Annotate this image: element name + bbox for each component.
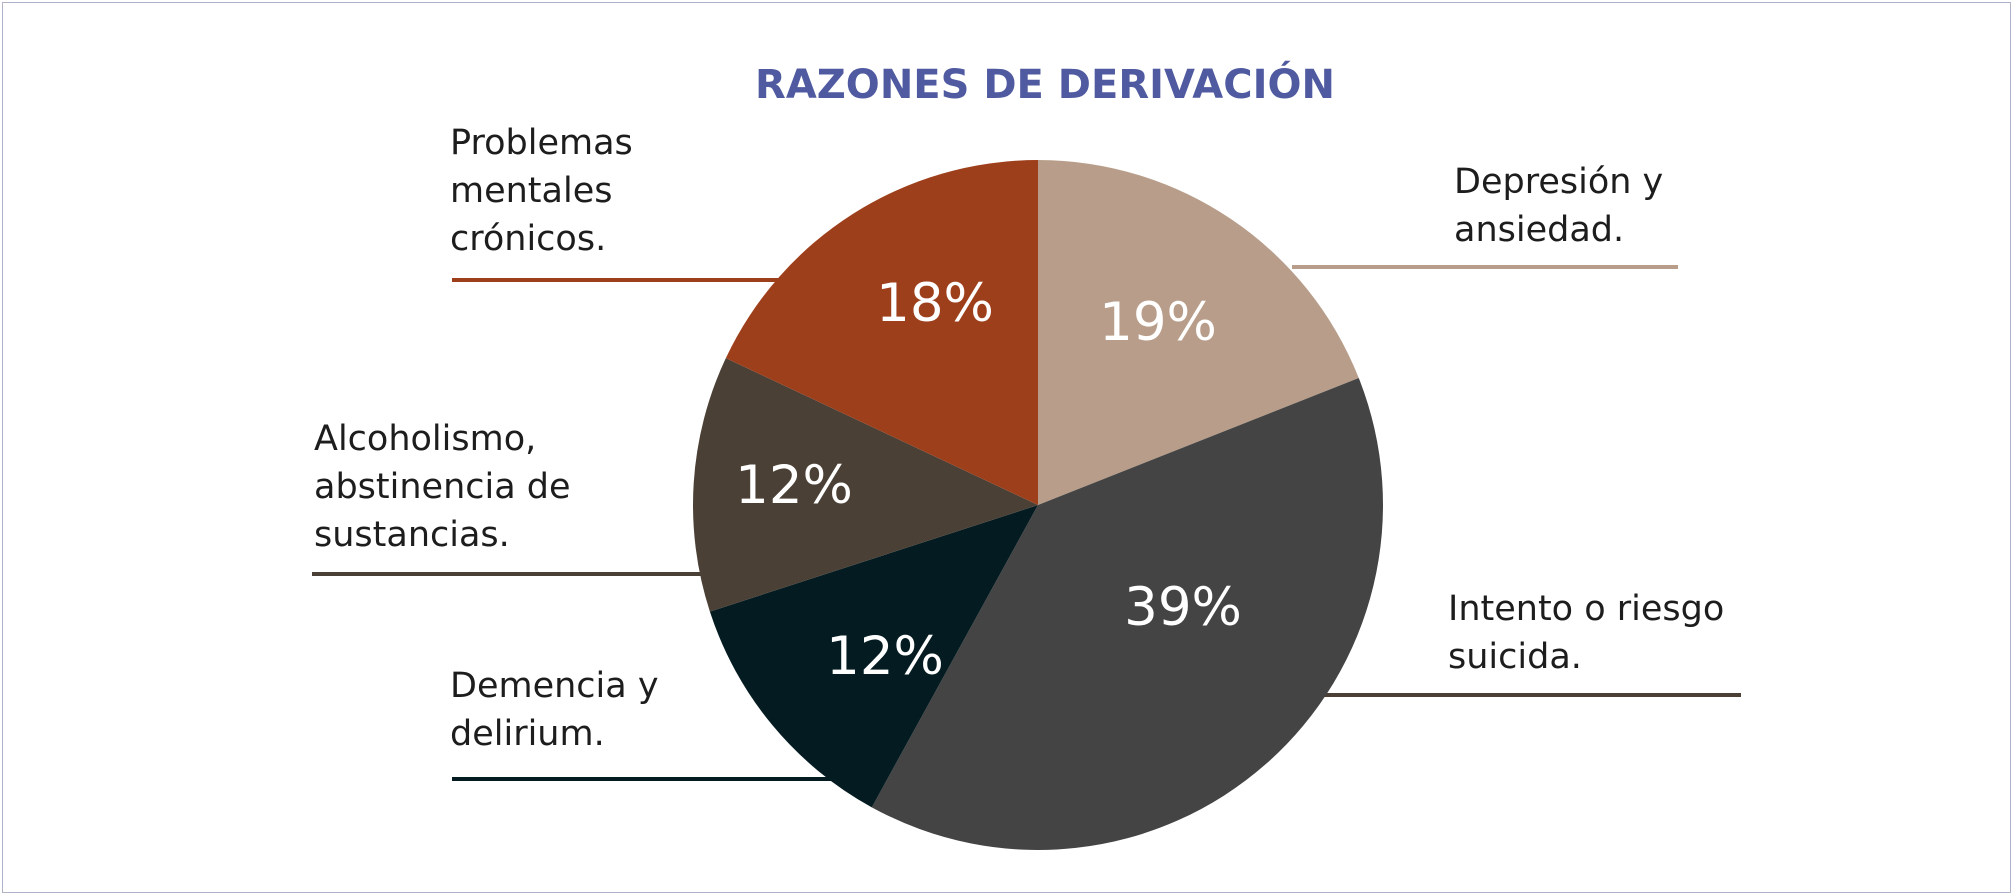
category-labels: Depresión y ansiedad. Intento o riesgo suic…	[314, 123, 1724, 754]
slice-category-label: Intento o riesgo suicida.	[1448, 589, 1724, 677]
pie-slice	[693, 358, 1038, 612]
pie-slice	[871, 378, 1383, 851]
slice-category-label: Demencia y delirium.	[450, 666, 659, 754]
slice-percentage-label: 19%	[1099, 292, 1217, 353]
slice-category-label: Depresión y ansiedad.	[1454, 162, 1663, 250]
slice-percentage-label: 18%	[876, 273, 994, 334]
leader-lines	[312, 265, 1741, 781]
slice-percentage-label: 12%	[735, 455, 853, 516]
pie-slice	[709, 505, 1038, 808]
pie-slice	[725, 160, 1038, 505]
slice-category-label: Alcoholismo, abstinencia de sustancias.	[314, 419, 571, 555]
percentage-labels: 19% 39% 12% 12% 18%	[735, 273, 1242, 687]
slice-percentage-label: 12%	[826, 626, 944, 687]
slice-category-label: Problemas mentales crónicos.	[450, 123, 633, 259]
pie-slices	[693, 160, 1383, 851]
chart-title: RAZONES DE DERIVACIÓN	[755, 60, 1335, 108]
pie-slice	[1038, 160, 1359, 505]
slice-percentage-label: 39%	[1124, 577, 1242, 638]
